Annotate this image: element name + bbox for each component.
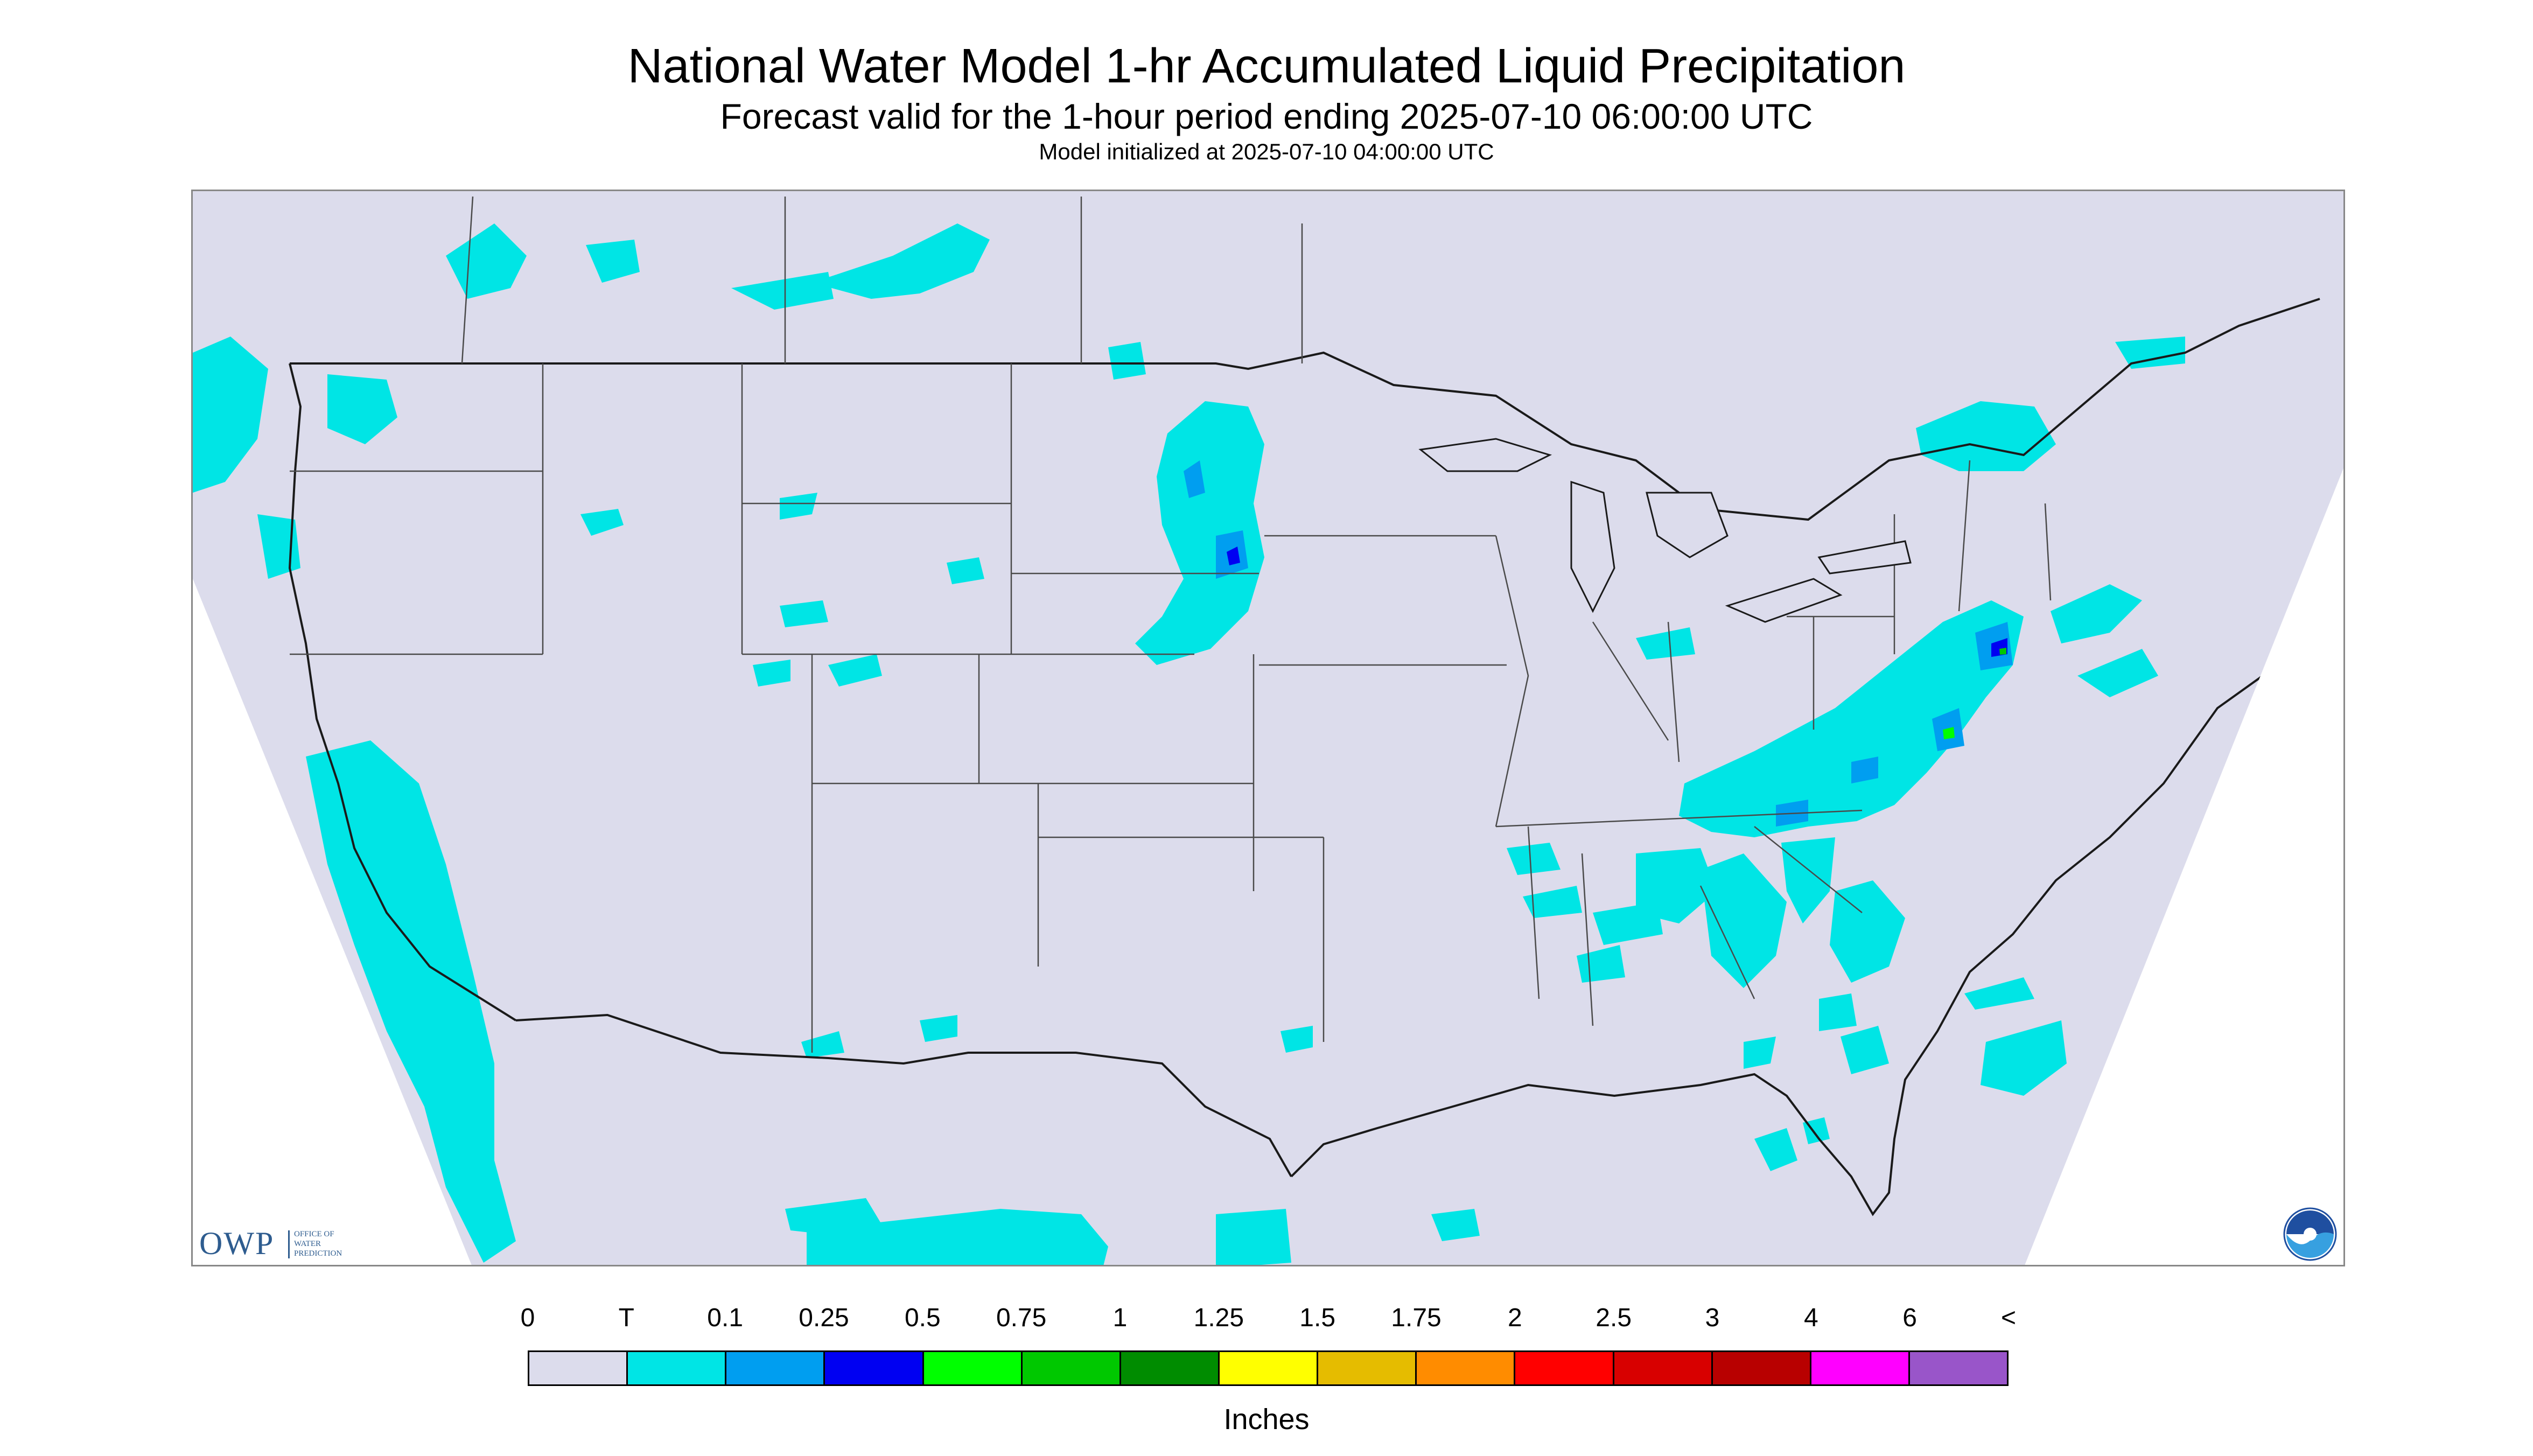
legend-label: 0.5	[904, 1304, 941, 1332]
legend-swatch	[1811, 1352, 1910, 1384]
legend-labels: 0 T 0.1 0.25 0.5 0.75 1 1.25 1.5 1.75 2 2.5 3 4 6 <	[521, 1303, 2016, 1335]
legend-label: 0	[520, 1304, 535, 1332]
legend-swatch	[1909, 1352, 2007, 1384]
owp-logo-line-2: WATER	[294, 1240, 321, 1248]
owp-logo-line-1: OFFICE OF	[294, 1230, 334, 1238]
legend-label: 0.1	[707, 1304, 744, 1332]
legend-label: 2	[1507, 1304, 1522, 1332]
map-canvas	[193, 191, 2343, 1265]
legend-swatch	[923, 1352, 1023, 1384]
domain-edge-right	[2025, 468, 2343, 1265]
owp-logo-divider	[288, 1230, 290, 1258]
precipitation-map	[191, 190, 2345, 1266]
legend-swatch	[1318, 1352, 1417, 1384]
legend-swatch	[1515, 1352, 1614, 1384]
legend-label: 1.25	[1193, 1304, 1244, 1332]
owp-logo-text: OFFICE OF WATER PREDICTION	[294, 1229, 342, 1258]
owp-logo: OWP OFFICE OF WATER PREDICTION	[199, 1225, 377, 1263]
legend-label: 0.75	[996, 1304, 1047, 1332]
legend-swatch	[1417, 1352, 1516, 1384]
legend-label: 1.75	[1391, 1304, 1442, 1332]
legend-label: 3	[1705, 1304, 1720, 1332]
owp-logo-mark: OWP	[199, 1226, 275, 1261]
state-lines	[290, 196, 2052, 1053]
legend-label: 2.5	[1596, 1304, 1632, 1332]
legend-swatch	[1614, 1352, 1713, 1384]
legend-label: 6	[1902, 1304, 1918, 1332]
legend-label: 0.25	[799, 1304, 849, 1332]
map-domain	[193, 191, 2343, 1265]
legend-label: T	[618, 1304, 634, 1332]
model-init-subtitle: Model initialized at 2025-07-10 04:00:00…	[1039, 139, 1494, 164]
legend-color-bar	[528, 1350, 2009, 1386]
map-title: National Water Model 1-hr Accumulated Li…	[627, 39, 1906, 93]
owp-logo-line-3: PREDICTION	[294, 1249, 342, 1258]
legend-label: <	[2000, 1304, 2017, 1332]
precip-heavy-layer	[1184, 460, 2013, 827]
legend-label: 1	[1112, 1304, 1128, 1332]
legend-swatch	[825, 1352, 924, 1384]
legend-swatch	[726, 1352, 825, 1384]
forecast-valid-subtitle: Forecast valid for the 1-hour period end…	[720, 96, 1813, 136]
legend-swatch	[529, 1352, 628, 1384]
precip-legend: 0 T 0.1 0.25 0.5 0.75 1 1.25 1.5 1.75 2 2.5 3 4 6 <	[521, 1303, 2016, 1411]
legend-swatch	[1712, 1352, 1811, 1384]
precip-trace-layer	[193, 223, 2185, 1265]
legend-units: Inches	[1223, 1403, 1310, 1436]
legend-swatch	[1022, 1352, 1121, 1384]
legend-swatch	[1121, 1352, 1220, 1384]
legend-swatch	[628, 1352, 727, 1384]
legend-label: 4	[1803, 1304, 1818, 1332]
great-lakes	[1418, 438, 1912, 623]
legend-swatch	[1219, 1352, 1319, 1384]
noaa-logo	[2283, 1207, 2337, 1261]
domain-edge-left	[193, 579, 472, 1265]
legend-label: 1.5	[1299, 1304, 1336, 1332]
